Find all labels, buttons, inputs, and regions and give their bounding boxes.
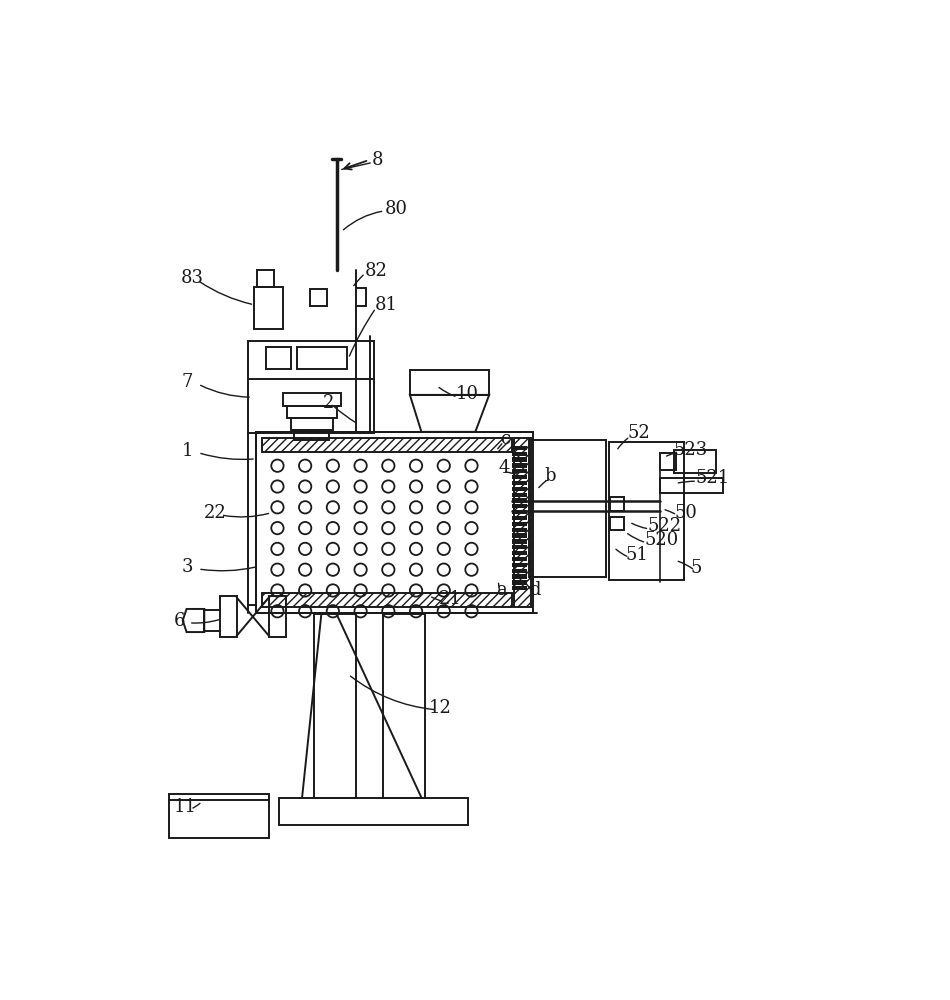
Bar (257, 270, 275, 287)
Bar (314, 614, 356, 798)
Bar (287, 406, 336, 418)
Bar (283, 393, 341, 406)
Polygon shape (511, 533, 527, 538)
Text: 52: 52 (627, 424, 650, 442)
Polygon shape (511, 516, 527, 520)
Text: 3: 3 (181, 558, 193, 576)
Bar (296, 347, 347, 369)
Text: 7: 7 (182, 373, 194, 391)
Polygon shape (511, 446, 527, 450)
Polygon shape (511, 493, 527, 497)
Bar (609, 442, 684, 580)
Bar (279, 798, 467, 825)
Text: 4: 4 (499, 459, 510, 477)
Polygon shape (511, 463, 527, 468)
Bar (269, 596, 286, 637)
Bar (310, 289, 327, 306)
Text: 2: 2 (323, 394, 334, 412)
Bar (294, 430, 329, 440)
Bar (610, 517, 624, 530)
Bar (169, 794, 269, 838)
Text: b: b (544, 467, 556, 485)
Bar (660, 478, 723, 493)
Bar (262, 593, 512, 607)
Polygon shape (511, 481, 527, 485)
Bar (409, 370, 489, 395)
Bar (383, 614, 426, 798)
Polygon shape (511, 504, 527, 508)
Text: 523: 523 (674, 441, 709, 459)
Bar (674, 450, 716, 473)
Bar (291, 418, 332, 430)
Text: 522: 522 (648, 517, 682, 535)
Text: 5: 5 (691, 559, 702, 577)
Text: 10: 10 (456, 385, 479, 403)
Polygon shape (511, 522, 527, 526)
Bar (254, 287, 283, 329)
Text: 6: 6 (174, 611, 185, 630)
Polygon shape (511, 580, 527, 585)
Bar (219, 596, 237, 637)
Polygon shape (511, 551, 527, 555)
Text: 520: 520 (645, 531, 679, 549)
Polygon shape (511, 539, 527, 544)
Polygon shape (511, 487, 527, 491)
Text: 82: 82 (365, 262, 388, 280)
Text: 1: 1 (182, 442, 194, 460)
Polygon shape (511, 510, 527, 514)
Polygon shape (511, 498, 527, 503)
Polygon shape (511, 475, 527, 479)
Text: 521: 521 (695, 469, 730, 487)
Text: 8: 8 (372, 151, 384, 169)
Polygon shape (511, 528, 527, 532)
Bar (266, 347, 291, 369)
Bar (660, 453, 675, 470)
Text: 81: 81 (375, 296, 398, 314)
Text: a: a (496, 581, 507, 599)
Polygon shape (511, 569, 527, 573)
Text: 80: 80 (385, 200, 408, 218)
Text: 21: 21 (439, 590, 462, 608)
Polygon shape (511, 557, 527, 561)
Polygon shape (511, 574, 527, 579)
Polygon shape (511, 545, 527, 549)
Text: 12: 12 (429, 699, 452, 717)
Text: 50: 50 (674, 504, 697, 522)
Bar (514, 438, 531, 607)
Polygon shape (511, 563, 527, 567)
Text: c: c (500, 430, 510, 448)
Bar (529, 440, 606, 577)
Bar (262, 438, 512, 452)
Polygon shape (511, 469, 527, 473)
Text: 22: 22 (204, 504, 227, 522)
Bar (610, 497, 624, 511)
Bar (248, 341, 373, 433)
Text: 11: 11 (174, 798, 197, 816)
Text: 51: 51 (625, 546, 648, 564)
Bar (256, 432, 533, 613)
Polygon shape (511, 457, 527, 462)
Text: 83: 83 (181, 269, 204, 287)
Polygon shape (511, 452, 527, 456)
Polygon shape (511, 586, 527, 590)
Text: d: d (529, 581, 541, 599)
